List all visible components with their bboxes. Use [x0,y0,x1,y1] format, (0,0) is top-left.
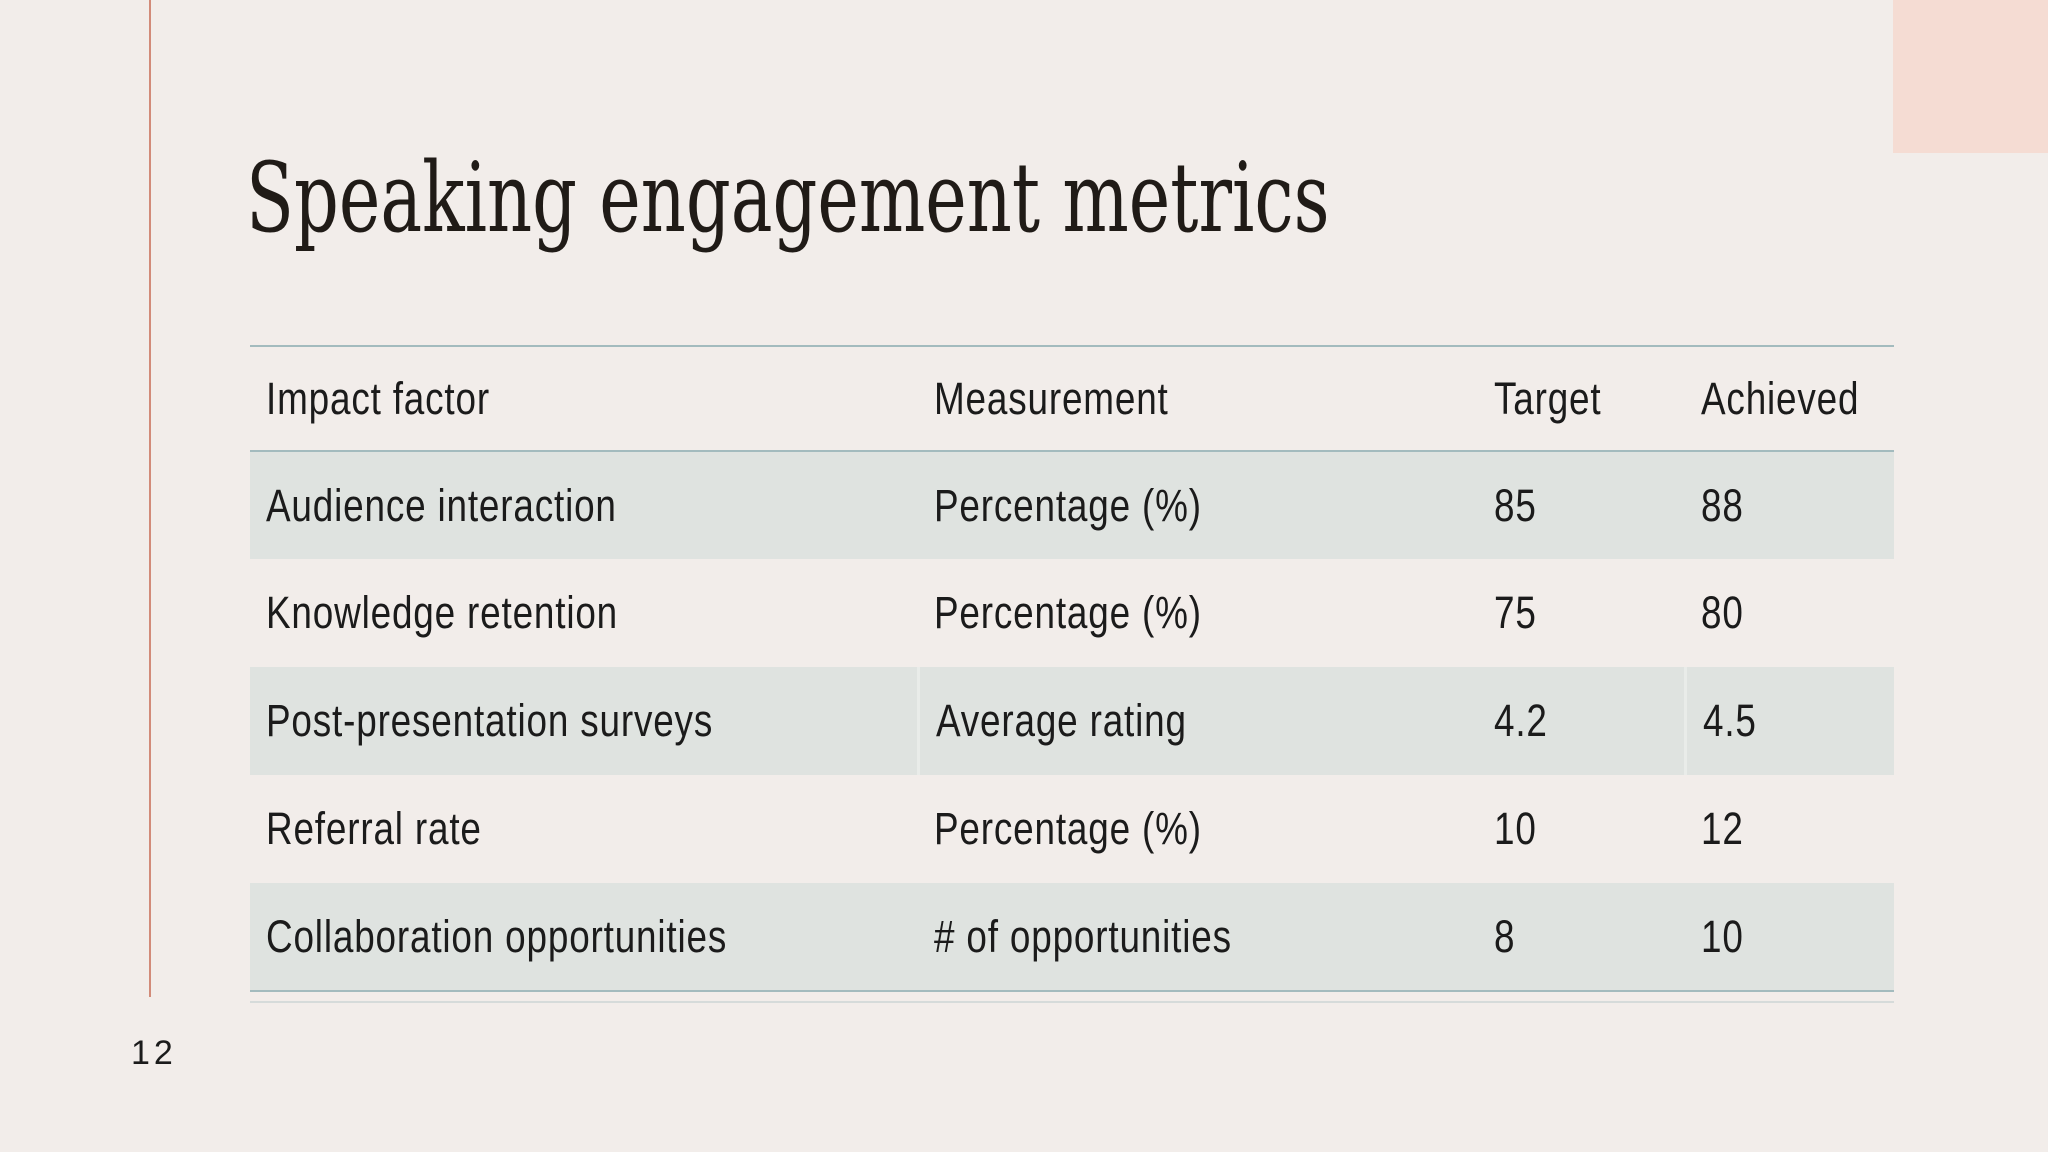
cell-text: Percentage (%) [934,803,1202,854]
column-header-label: Target [1494,372,1602,424]
column-header-achieved: Achieved [1685,346,1894,451]
cell-text: # of opportunities [934,910,1232,962]
column-header-label: Measurement [934,372,1169,424]
table-bottom-accent-line [250,1001,1894,1003]
corner-decoration-block [1893,0,2048,153]
cell-text: Knowledge retention [266,587,619,638]
cell-text: Referral rate [266,803,482,854]
column-header-target: Target [1478,346,1685,451]
cell-text: 12 [1701,803,1744,854]
cell-target: 8 [1478,883,1685,991]
table-row: Collaboration opportunities # of opportu… [250,883,1894,991]
cell-measurement: Percentage (%) [918,775,1478,883]
cell-measurement: Percentage (%) [918,451,1478,559]
column-header-label: Impact factor [266,372,490,424]
table-row: Referral rate Percentage (%) 10 12 [250,775,1894,883]
cell-achieved: 4.5 [1683,667,1894,775]
cell-text: 80 [1701,587,1744,638]
table-row: Knowledge retention Percentage (%) 75 80 [250,559,1894,667]
cell-target: 85 [1478,451,1685,559]
cell-text: Average rating [935,695,1187,746]
cell-text: 10 [1701,910,1744,962]
cell-text: Post-presentation surveys [266,695,714,746]
column-header-label: Achieved [1701,372,1860,424]
table-row: Audience interaction Percentage (%) 85 8… [250,451,1894,559]
cell-achieved: 10 [1685,883,1894,991]
cell-impact-factor: Collaboration opportunities [250,883,918,991]
cell-measurement: # of opportunities [918,883,1478,991]
cell-impact-factor: Post-presentation surveys [250,667,918,775]
table-header-row: Impact factor Measurement Target Achieve… [250,346,1894,451]
cell-target: 10 [1478,775,1685,883]
cell-text: Collaboration opportunities [266,910,728,962]
cell-target: 4.2 [1478,667,1685,775]
page-number: 12 [131,1034,177,1072]
cell-achieved: 88 [1685,451,1894,559]
cell-text: 4.2 [1494,695,1548,746]
table-row: Post-presentation surveys Average rating… [250,667,1894,775]
metrics-table: Impact factor Measurement Target Achieve… [250,345,1894,992]
cell-text: Audience interaction [266,479,617,531]
column-header-measurement: Measurement [918,346,1478,451]
slide-title: Speaking engagement metrics [246,142,1330,254]
cell-impact-factor: Referral rate [250,775,918,883]
cell-text: 75 [1494,587,1537,638]
cell-text: Percentage (%) [934,587,1202,638]
cell-text: 88 [1701,479,1744,531]
cell-text: 10 [1494,803,1537,854]
cell-achieved: 12 [1685,775,1894,883]
cell-impact-factor: Knowledge retention [250,559,918,667]
cell-text: 8 [1494,910,1516,962]
cell-measurement: Percentage (%) [918,559,1478,667]
column-header-impact-factor: Impact factor [250,346,918,451]
cell-achieved: 80 [1685,559,1894,667]
left-accent-line [149,0,151,997]
cell-text: Percentage (%) [934,479,1202,531]
cell-text: 85 [1494,479,1537,531]
cell-target: 75 [1478,559,1685,667]
cell-impact-factor: Audience interaction [250,451,918,559]
cell-measurement: Average rating [916,667,1478,775]
cell-text: 4.5 [1702,695,1757,746]
